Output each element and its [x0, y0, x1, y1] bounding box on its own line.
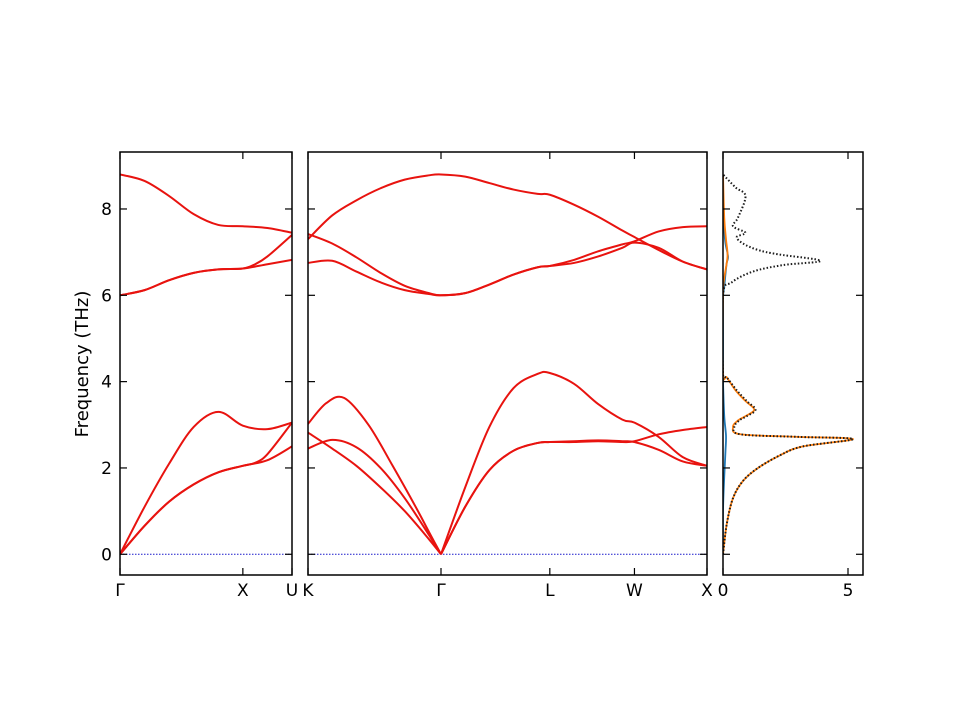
plot-area-dos	[723, 173, 855, 555]
x-tick-label-middle: L	[545, 581, 555, 601]
x-tick-label-dos: 0	[718, 581, 729, 601]
x-tick-label-left: U	[286, 581, 298, 601]
x-tick-label-dos: 5	[843, 581, 854, 601]
band-middle-a1	[308, 438, 442, 555]
band-left-ta-high	[120, 410, 292, 555]
x-tick-label-middle: W	[626, 581, 643, 601]
y-tick-label: 8	[101, 200, 112, 220]
band-middle-o1	[308, 241, 707, 297]
dos-line-dos-total	[723, 173, 855, 555]
y-tick-label: 0	[101, 545, 112, 565]
band-middle-o3	[308, 173, 707, 271]
band-middle-a5	[440, 425, 707, 555]
dos-line-dos-1	[723, 174, 729, 555]
plot-area-middle	[308, 173, 707, 555]
plot-area-left	[120, 173, 292, 555]
band-middle-a6	[440, 370, 707, 555]
axes-frame-dos	[722, 151, 864, 576]
x-tick-label-left: Γ	[115, 581, 125, 601]
band-left-ta-low	[120, 445, 292, 555]
band-left-lo	[120, 173, 292, 234]
x-tick-label-middle: K	[302, 581, 314, 601]
axes-frame-middle	[307, 151, 708, 576]
y-tick-label: 6	[101, 286, 112, 306]
x-tick-label-middle: Γ	[436, 581, 446, 601]
band-panel-left: 0 2 4 6 8 Γ X U	[101, 151, 298, 601]
band-left-to-high	[120, 234, 292, 297]
y-tick-label: 4	[101, 373, 112, 393]
y-tick-label: 2	[101, 459, 112, 479]
band-middle-a3	[308, 395, 442, 555]
dos-line-dos-2	[723, 174, 854, 555]
band-middle-o2	[308, 225, 707, 297]
y-axis-label: Frequency (THz)	[72, 291, 93, 438]
axes-frame-left	[119, 151, 293, 576]
x-tick-label-middle: X	[701, 581, 713, 601]
band-middle-a4	[440, 439, 707, 555]
band-left-la	[120, 422, 292, 555]
x-tick-label-left: X	[237, 581, 249, 601]
band-middle-a2	[308, 431, 442, 555]
